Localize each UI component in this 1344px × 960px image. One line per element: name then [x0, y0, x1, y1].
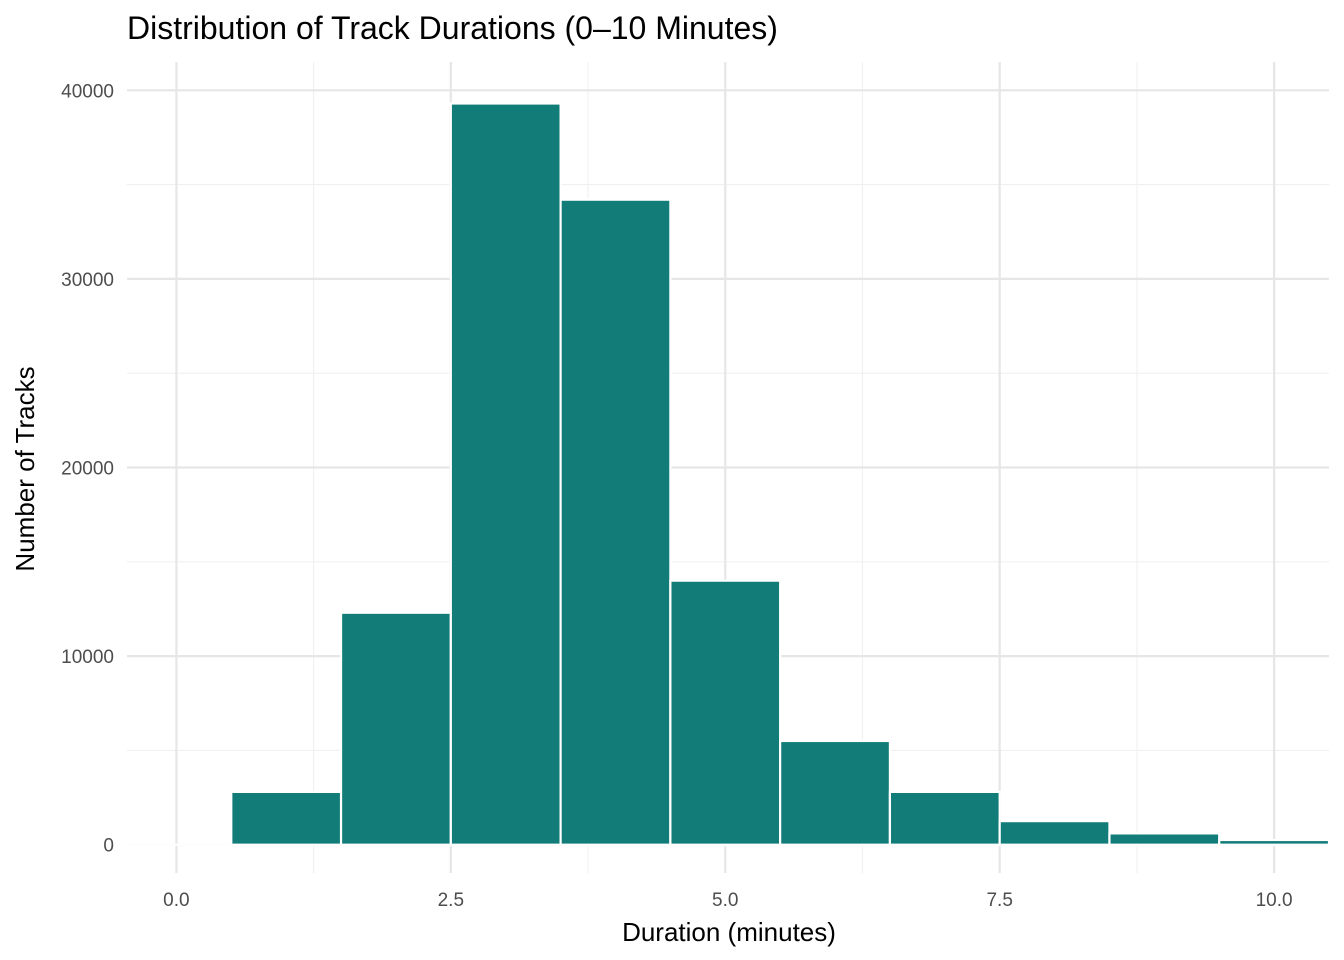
- x-tick-label: 7.5: [986, 890, 1012, 911]
- histogram-bar: [998, 820, 1111, 846]
- x-tick-label: 10.0: [1256, 890, 1293, 911]
- y-axis-title: Number of Tracks: [10, 366, 40, 571]
- y-tick-label: 30000: [61, 270, 114, 291]
- y-axis-tick-labels: 0 10000 20000 30000 40000: [61, 81, 114, 856]
- histogram-bar: [230, 790, 343, 846]
- x-tick-label: 5.0: [712, 890, 738, 911]
- histogram-bar: [669, 579, 782, 846]
- histogram-bar: [1108, 832, 1221, 846]
- y-tick-label: 20000: [61, 459, 114, 480]
- y-tick-label: 0: [103, 836, 114, 857]
- x-tick-label: 0.0: [163, 890, 189, 911]
- histogram-bar: [339, 611, 452, 846]
- y-tick-label: 40000: [61, 81, 114, 102]
- histogram-bar: [1218, 838, 1331, 846]
- x-tick-label: 2.5: [438, 890, 464, 911]
- histogram-bar: [559, 198, 672, 846]
- histogram-bar: [888, 790, 1001, 846]
- x-axis-tick-labels: 0.0 2.5 5.0 7.5 10.0: [163, 890, 1292, 911]
- chart-title: Distribution of Track Durations (0–10 Mi…: [127, 10, 778, 46]
- histogram-bar: [449, 102, 562, 846]
- y-tick-label: 10000: [61, 647, 114, 668]
- histogram-bars: [125, 102, 1331, 846]
- x-axis-title: Duration (minutes): [622, 917, 836, 947]
- histogram-bar: [779, 739, 892, 846]
